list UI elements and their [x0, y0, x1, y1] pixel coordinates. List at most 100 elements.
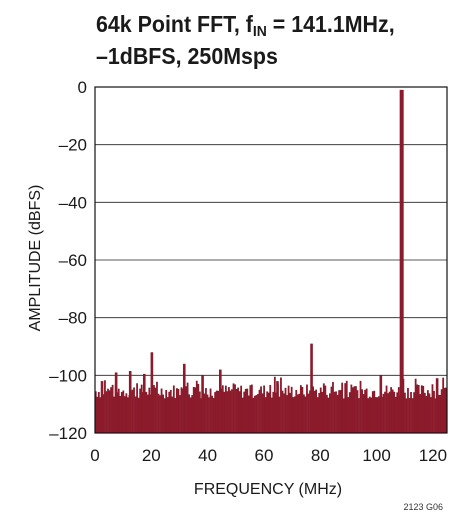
noise-bar	[257, 393, 259, 433]
noise-bar	[235, 388, 238, 433]
noise-bar	[405, 398, 408, 433]
fundamental-bar	[399, 89, 404, 433]
noise-bar	[154, 387, 157, 433]
noise-bar	[338, 390, 341, 433]
noise-bar	[325, 394, 328, 433]
noise-bar	[148, 387, 151, 433]
noise-bar	[254, 395, 256, 433]
noise-bar	[194, 387, 197, 433]
y-tick-label: –80	[59, 309, 87, 328]
noise-bar	[97, 392, 100, 433]
y-tick-label: –120	[49, 424, 87, 443]
noise-bar	[240, 385, 243, 433]
noise-bar	[303, 394, 305, 433]
noise-bar	[243, 391, 246, 433]
noise-bar	[136, 383, 138, 433]
noise-bar	[177, 388, 180, 433]
noise-bar	[390, 387, 393, 433]
noise-bar	[96, 396, 99, 433]
noise-bar	[350, 384, 353, 433]
spur-bar	[379, 375, 383, 433]
noise-bar	[264, 397, 267, 433]
noise-bar	[134, 396, 137, 433]
noise-bar	[224, 385, 227, 433]
noise-bar	[119, 395, 122, 433]
x-tick-label: 80	[311, 446, 330, 465]
noise-bar	[445, 387, 448, 433]
noise-bar	[133, 387, 135, 433]
noise-bar	[364, 389, 367, 433]
noise-bar	[102, 394, 105, 433]
spur-bar	[150, 352, 154, 433]
noise-bar	[153, 385, 155, 433]
noise-bar	[388, 391, 391, 433]
noise-bar	[371, 391, 374, 433]
noise-bar	[304, 396, 307, 433]
spur-bar	[219, 369, 222, 433]
noise-bar	[299, 385, 302, 433]
noise-bar	[301, 387, 304, 433]
noise-bar	[157, 393, 160, 433]
noise-bar	[362, 394, 365, 433]
plot-frame	[94, 86, 448, 434]
noise-bar	[117, 388, 120, 433]
noise-bar	[180, 387, 183, 433]
noise-bar	[255, 395, 258, 433]
noise-bar	[417, 384, 420, 433]
noise-bar	[333, 391, 336, 433]
noise-bar	[284, 387, 287, 433]
noise-bar	[348, 392, 351, 433]
noise-bar	[341, 382, 344, 433]
y-tick-label: –20	[59, 136, 87, 155]
noise-bar	[356, 390, 359, 433]
noise-bar	[330, 386, 333, 433]
noise-bar	[165, 389, 168, 433]
noise-bar	[422, 385, 425, 433]
noise-bar	[226, 391, 229, 433]
noise-bar	[365, 388, 368, 433]
noise-bar	[241, 397, 244, 433]
noise-bar	[430, 397, 432, 433]
noise-bar	[419, 394, 422, 433]
noise-bar	[237, 387, 239, 433]
noise-bar	[246, 388, 249, 433]
noise-bar	[423, 392, 426, 433]
noise-bar	[315, 389, 318, 433]
noise-bar	[111, 384, 114, 433]
noise-bar	[286, 395, 288, 433]
noise-bar	[156, 381, 158, 433]
chart-title-line2: –1dBFS, 250Msps	[96, 43, 278, 69]
noise-bar	[431, 384, 434, 433]
x-tick-label: 100	[362, 446, 390, 465]
noise-bar	[382, 393, 385, 433]
noise-bar	[321, 391, 324, 433]
noise-bar	[146, 394, 149, 433]
noise-bar	[159, 395, 161, 433]
noise-bar	[217, 390, 220, 433]
noise-bar	[353, 386, 356, 433]
noise-bar	[339, 389, 342, 433]
noise-bar	[131, 389, 134, 433]
noise-bar	[250, 384, 253, 433]
noise-bar	[312, 386, 314, 433]
chart-title-main: 64k Point FFT, f	[96, 11, 253, 37]
noise-bar	[267, 392, 270, 433]
noise-bar	[209, 388, 212, 433]
noise-bar	[280, 377, 282, 433]
noise-bar	[192, 387, 195, 433]
noise-bar	[335, 391, 337, 433]
x-tick-label: 0	[90, 446, 99, 465]
noise-bar	[99, 397, 102, 433]
noise-bar	[179, 395, 181, 433]
grid-lines	[95, 144, 447, 376]
noise-bar	[385, 385, 388, 433]
noise-bar	[290, 386, 293, 433]
noise-bar	[94, 391, 97, 433]
noise-bar	[327, 397, 330, 433]
x-tick-label: 60	[254, 446, 273, 465]
noise-bar	[411, 398, 414, 433]
noise-bar	[247, 395, 250, 433]
y-tick-label: –100	[49, 366, 87, 385]
noise-bar	[140, 384, 143, 433]
